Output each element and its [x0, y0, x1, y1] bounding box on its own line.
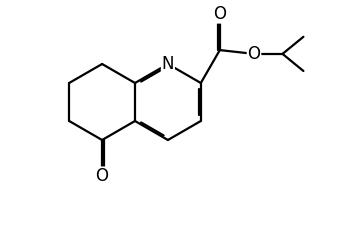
Text: O: O: [213, 5, 226, 23]
Text: N: N: [162, 55, 174, 73]
Text: O: O: [96, 167, 108, 185]
Text: O: O: [247, 45, 260, 63]
